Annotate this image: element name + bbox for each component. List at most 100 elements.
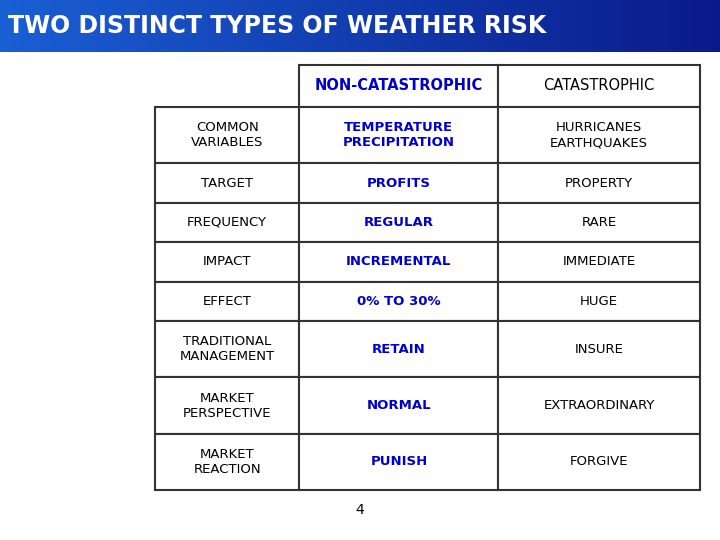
Bar: [648, 0, 652, 52]
Bar: [112, 0, 115, 52]
Bar: [72, 0, 76, 52]
Bar: [144, 0, 148, 52]
Bar: [40, 0, 43, 52]
Bar: [382, 0, 385, 52]
Bar: [403, 0, 407, 52]
Bar: [540, 0, 544, 52]
Bar: [605, 0, 608, 52]
Text: TARGET: TARGET: [201, 177, 253, 190]
Bar: [443, 0, 446, 52]
Bar: [25, 0, 29, 52]
Bar: [511, 0, 515, 52]
Text: COMMON
VARIABLES: COMMON VARIABLES: [191, 121, 264, 149]
Bar: [126, 0, 130, 52]
Text: PROFITS: PROFITS: [367, 177, 431, 190]
Text: IMPACT: IMPACT: [203, 255, 251, 268]
Bar: [300, 242, 498, 281]
Text: TRADITIONAL
MANAGEMENT: TRADITIONAL MANAGEMENT: [180, 335, 275, 363]
Bar: [58, 0, 61, 52]
Bar: [554, 0, 558, 52]
Bar: [551, 0, 554, 52]
Bar: [594, 0, 598, 52]
Bar: [155, 0, 158, 52]
Bar: [220, 0, 223, 52]
Bar: [371, 0, 374, 52]
Text: EFFECT: EFFECT: [203, 295, 252, 308]
Bar: [461, 0, 464, 52]
Bar: [176, 0, 180, 52]
Bar: [655, 0, 659, 52]
Bar: [263, 0, 266, 52]
Text: MARKET
REACTION: MARKET REACTION: [194, 448, 261, 476]
Text: RARE: RARE: [582, 216, 617, 229]
Bar: [364, 0, 367, 52]
Bar: [457, 0, 461, 52]
Bar: [338, 0, 342, 52]
Bar: [133, 0, 137, 52]
Bar: [522, 0, 526, 52]
Bar: [353, 0, 356, 52]
Bar: [223, 0, 227, 52]
Bar: [526, 0, 529, 52]
Bar: [515, 0, 518, 52]
Bar: [299, 0, 302, 52]
Bar: [284, 0, 288, 52]
Bar: [630, 0, 634, 52]
Bar: [498, 434, 700, 490]
Text: HUGE: HUGE: [580, 295, 618, 308]
Bar: [202, 0, 205, 52]
Bar: [300, 281, 498, 321]
Bar: [331, 0, 335, 52]
Bar: [18, 0, 22, 52]
Bar: [680, 0, 684, 52]
Bar: [472, 0, 475, 52]
Bar: [328, 0, 331, 52]
Bar: [4, 0, 7, 52]
Bar: [90, 0, 94, 52]
Bar: [670, 0, 673, 52]
Text: RETAIN: RETAIN: [372, 343, 426, 356]
Bar: [493, 0, 497, 52]
Bar: [230, 0, 234, 52]
Bar: [295, 0, 299, 52]
Bar: [497, 0, 500, 52]
Bar: [198, 0, 202, 52]
Bar: [169, 0, 173, 52]
Bar: [122, 0, 126, 52]
Bar: [212, 0, 216, 52]
Bar: [590, 0, 594, 52]
Bar: [342, 0, 346, 52]
Bar: [97, 0, 101, 52]
Bar: [378, 0, 382, 52]
Bar: [320, 0, 324, 52]
Bar: [47, 0, 50, 52]
Bar: [486, 0, 490, 52]
Bar: [716, 0, 720, 52]
Text: CATASTROPHIC: CATASTROPHIC: [544, 78, 654, 93]
Bar: [533, 0, 536, 52]
Bar: [155, 321, 300, 377]
Bar: [713, 0, 716, 52]
Bar: [270, 0, 274, 52]
Bar: [155, 281, 300, 321]
Bar: [482, 0, 486, 52]
Bar: [544, 0, 547, 52]
Bar: [184, 0, 187, 52]
Bar: [50, 0, 54, 52]
Bar: [313, 0, 317, 52]
Bar: [79, 0, 83, 52]
Bar: [684, 0, 688, 52]
Bar: [644, 0, 648, 52]
Text: TWO DISTINCT TYPES OF WEATHER RISK: TWO DISTINCT TYPES OF WEATHER RISK: [8, 14, 546, 38]
Bar: [673, 0, 677, 52]
Bar: [691, 0, 695, 52]
Bar: [234, 0, 238, 52]
Bar: [61, 0, 65, 52]
Bar: [536, 0, 540, 52]
Bar: [245, 0, 248, 52]
Bar: [187, 0, 191, 52]
Bar: [166, 0, 169, 52]
Bar: [450, 0, 454, 52]
Text: NORMAL: NORMAL: [366, 399, 431, 412]
Bar: [414, 0, 418, 52]
